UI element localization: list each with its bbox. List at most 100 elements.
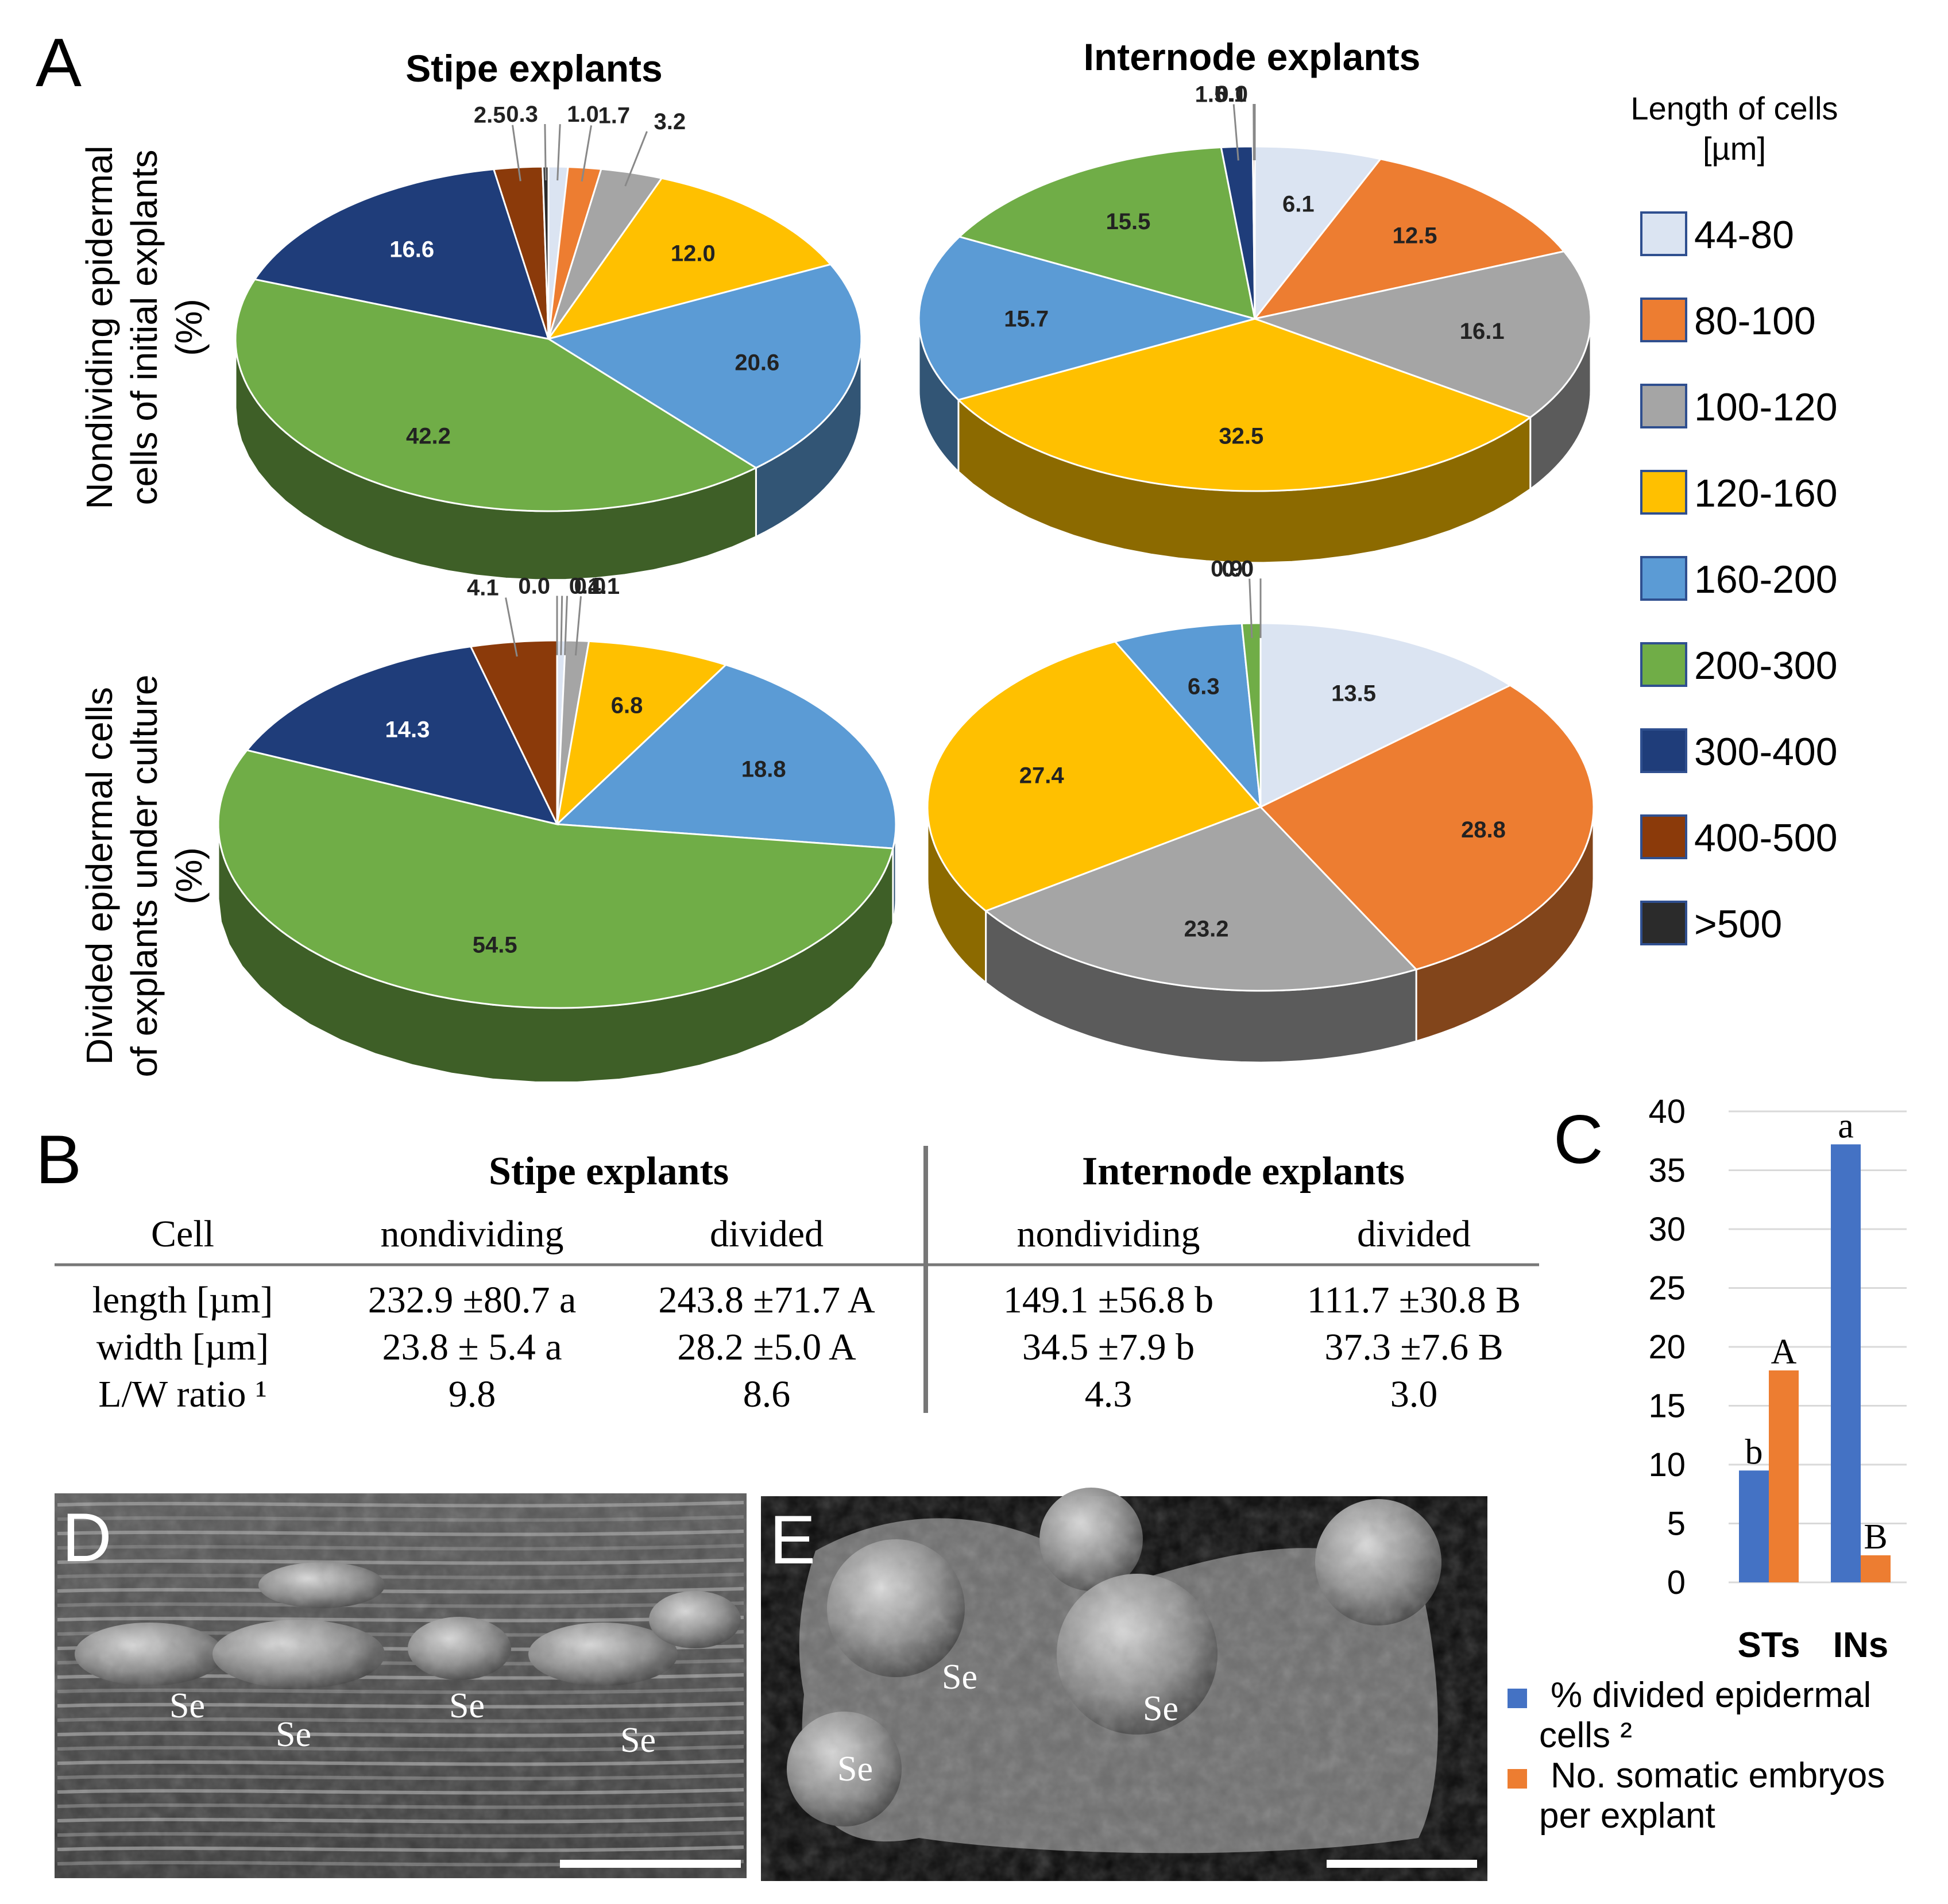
row-title-nondividing-line1: Nondividing epidermal — [79, 145, 120, 509]
table-cell-r2-c0: L/W ratio ¹ — [98, 1373, 267, 1415]
bar-letter-STs-s1: A — [1771, 1333, 1797, 1372]
micrograph-d-noise — [55, 1493, 747, 1878]
table-cell-r0-c0: length [µm] — [92, 1279, 273, 1321]
pie-label-400-500: 4.1 — [467, 576, 499, 601]
bar-legend-text-1-1: per explant — [1539, 1796, 1715, 1836]
pie-label-120-160: 27.4 — [1019, 763, 1065, 788]
table-group-stipe: Stipe explants — [489, 1149, 729, 1194]
table-cell-r0-c3: 149.1 ±56.8 b — [1003, 1279, 1213, 1321]
legend-label-400-500: 400-500 — [1694, 816, 1838, 860]
legend-swatch-400-500 — [1640, 814, 1687, 859]
table-cell-r2-c4: 3.0 — [1390, 1373, 1438, 1415]
pie-leader-200-300 — [1249, 578, 1253, 638]
pie-label-44-80: 6.1 — [1282, 192, 1315, 217]
legend-label-200-300: 200-300 — [1694, 644, 1838, 688]
pie-slice-160-200 — [918, 235, 1258, 401]
pie-label-160-200: 20.6 — [735, 350, 779, 375]
panel-letter-e: E — [770, 1501, 815, 1578]
table-b: Stipe explants Internode explants Cell n… — [55, 1146, 1539, 1415]
pie-label-120-160: 32.5 — [1219, 424, 1263, 449]
pie-label-300-400: 16.6 — [389, 237, 434, 262]
pie-label-44-80: 13.5 — [1331, 681, 1376, 706]
table-header-internode-divided: divided — [1357, 1213, 1471, 1255]
pie-slice-300-400 — [253, 168, 550, 340]
row-title-nondividing-line3: (%) — [168, 299, 210, 356]
pie-slice-44-80 — [1259, 622, 1512, 809]
legend-label-80-100: 80-100 — [1694, 299, 1816, 343]
pie-label-160-200: 18.8 — [741, 757, 786, 782]
pie-slice-80-100 — [1259, 684, 1595, 971]
y-tick-20: 20 — [1648, 1328, 1686, 1366]
pie-slice-160-200 — [546, 263, 863, 469]
pie-slice-100-120 — [984, 806, 1418, 992]
pie-slice-200-300 — [957, 146, 1256, 320]
legend-swatch->500 — [1640, 901, 1687, 945]
pie-label-100-120: 23.2 — [1184, 916, 1229, 941]
table-group-internode: Internode explants — [1082, 1149, 1405, 1194]
pie-leader-44-80 — [556, 124, 561, 181]
pie-slice-200-300 — [234, 278, 758, 512]
y-tick-35: 35 — [1648, 1152, 1686, 1189]
pie-label-80-100: 28.8 — [1461, 817, 1506, 843]
legend-title-line2: [µm] — [1703, 130, 1766, 167]
legend: Length of cells [µm] 44-80 80-100 100-120 1… — [1630, 90, 1838, 946]
pie-label-300-400: 14.3 — [385, 717, 430, 743]
table-cell-r1-c2: 28.2 ±5.0 A — [677, 1326, 856, 1368]
pie-label-400-500: 0.1 — [1215, 82, 1247, 107]
legend-label-300-400: 300-400 — [1694, 730, 1838, 774]
pie-slice-100-120 — [547, 168, 663, 339]
bar-letter-INs-s0: a — [1838, 1106, 1854, 1145]
legend-label-160-200: 160-200 — [1694, 558, 1838, 601]
x-category-STs: STs — [1737, 1625, 1800, 1665]
pie-slice-120-160 — [546, 177, 833, 341]
pie-leader-400-500 — [505, 597, 518, 657]
table-cell-r2-c1: 9.8 — [449, 1373, 496, 1415]
pie-label->500: 0.0 — [518, 573, 550, 598]
legend-items: 44-80 80-100 100-120 120-160 160-200 200-300 3… — [1640, 211, 1838, 946]
pie-label-200-300: 15.5 — [1106, 209, 1151, 234]
row-title-divided: Divided epidermal cells of explants unde… — [79, 675, 210, 1077]
table-cell-r0-c2: 243.8 ±71.7 A — [658, 1279, 875, 1321]
pie-internode-nondividing: 6.1 12.5 16.1 32.5 15.7 15.5 1.50.10.0 — [918, 82, 1592, 564]
y-tick-5: 5 — [1667, 1505, 1686, 1543]
legend-swatch-80-100 — [1640, 298, 1687, 342]
pie-label-80-100: 1.7 — [598, 103, 631, 128]
legend-title-line1: Length of cells — [1630, 90, 1838, 126]
pie-label-120-160: 6.8 — [611, 693, 643, 719]
legend-label-100-120: 100-120 — [1694, 385, 1838, 429]
micrograph-e: E Se Se Se — [761, 1488, 1487, 1881]
y-tick-15: 15 — [1648, 1388, 1686, 1425]
table-header-stipe-divided: divided — [710, 1213, 824, 1255]
bar-STs-s1 — [1769, 1370, 1799, 1582]
pie-label-200-300: 0.9 — [1211, 557, 1243, 582]
scale-bar-e — [1327, 1860, 1477, 1868]
legend-label-44-80: 44-80 — [1694, 213, 1794, 257]
panel-letter-d: D — [62, 1499, 112, 1576]
y-tick-25: 25 — [1648, 1270, 1686, 1307]
pie-label-120-160: 12.0 — [671, 241, 716, 266]
pie-label-200-300: 54.5 — [473, 933, 517, 958]
se-label-d3: Se — [449, 1686, 485, 1725]
se-label-e2: Se — [1143, 1689, 1178, 1728]
bar-INs-s0 — [1831, 1144, 1861, 1582]
legend-swatch-200-300 — [1640, 642, 1687, 687]
pie-label-160-200: 15.7 — [1004, 306, 1049, 331]
table-cell-r0-c1: 232.9 ±80.7 a — [368, 1279, 577, 1321]
pie-leader-44-80 — [560, 596, 563, 655]
pie-leader-400-500 — [512, 125, 521, 181]
table-rows: length [µm] 232.9 ±80.7 a 243.8 ±71.7 A 149… — [92, 1279, 1521, 1415]
pie-slice-100-120 — [1251, 250, 1592, 419]
pie-slice-200-300 — [217, 749, 894, 1009]
bar-legend-text-1-0: No. somatic embryos — [1551, 1756, 1885, 1795]
y-tick-30: 30 — [1648, 1211, 1686, 1248]
pie-slice-160-200 — [555, 663, 897, 849]
bar-legend-text-0-0: % divided epidermal — [1551, 1675, 1871, 1715]
pie-slice-160-200 — [1113, 622, 1262, 810]
bar-INs-s1 — [1861, 1555, 1891, 1582]
y-tick-40: 40 — [1648, 1093, 1686, 1130]
se-label-d2: Se — [276, 1715, 311, 1754]
panel-letter-c: C — [1553, 1101, 1603, 1178]
se-label-d4: Se — [620, 1721, 656, 1760]
pie-leader->500 — [544, 123, 547, 181]
row-title-divided-line2: of explants under culture — [123, 675, 165, 1077]
